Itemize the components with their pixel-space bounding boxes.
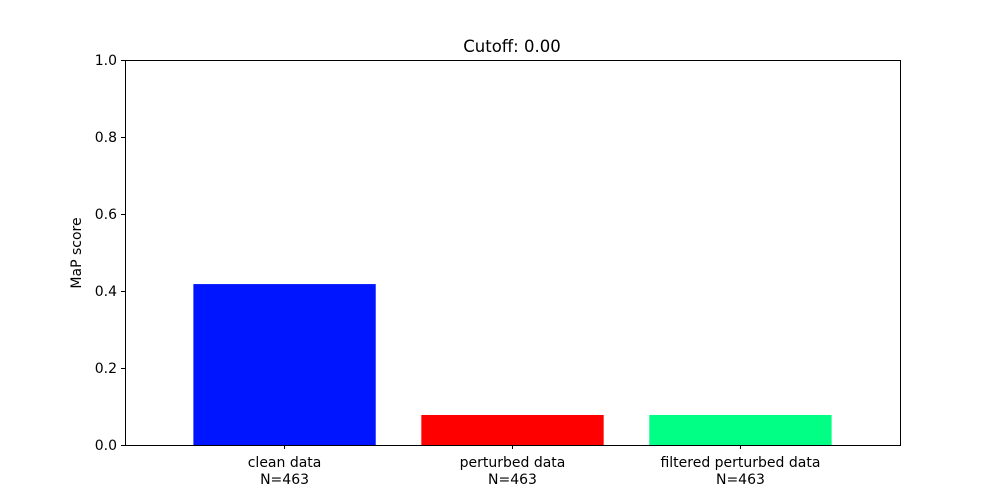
bar-clean-data xyxy=(193,284,376,445)
y-tick-label: 0.4 xyxy=(95,284,117,300)
x-tick-count-label: N=463 xyxy=(488,472,537,488)
bar-perturbed-data xyxy=(421,414,604,445)
x-tick-label: perturbed data xyxy=(460,455,566,471)
x-tick-count-label: N=463 xyxy=(260,472,309,488)
y-tick-label: 0.6 xyxy=(95,207,117,223)
y-tick-label: 0.0 xyxy=(95,438,117,454)
chart-title: Cutoff: 0.00 xyxy=(463,37,560,56)
plot-frame xyxy=(125,60,901,446)
y-tick-label: 0.2 xyxy=(95,361,117,377)
y-tick-label: 1.0 xyxy=(95,53,117,69)
y-tick-label: 0.8 xyxy=(95,130,117,146)
y-axis-ticks: 0.0 0.2 0.4 0.6 0.8 1.0 xyxy=(95,53,125,454)
y-axis-label: MaP score xyxy=(69,217,85,288)
x-tick-label: clean data xyxy=(248,455,322,471)
bar-filtered-perturbed-data xyxy=(649,414,832,445)
x-tick-label: filtered perturbed data xyxy=(660,455,820,471)
bars-group xyxy=(193,284,832,445)
x-tick-count-label: N=463 xyxy=(716,472,765,488)
